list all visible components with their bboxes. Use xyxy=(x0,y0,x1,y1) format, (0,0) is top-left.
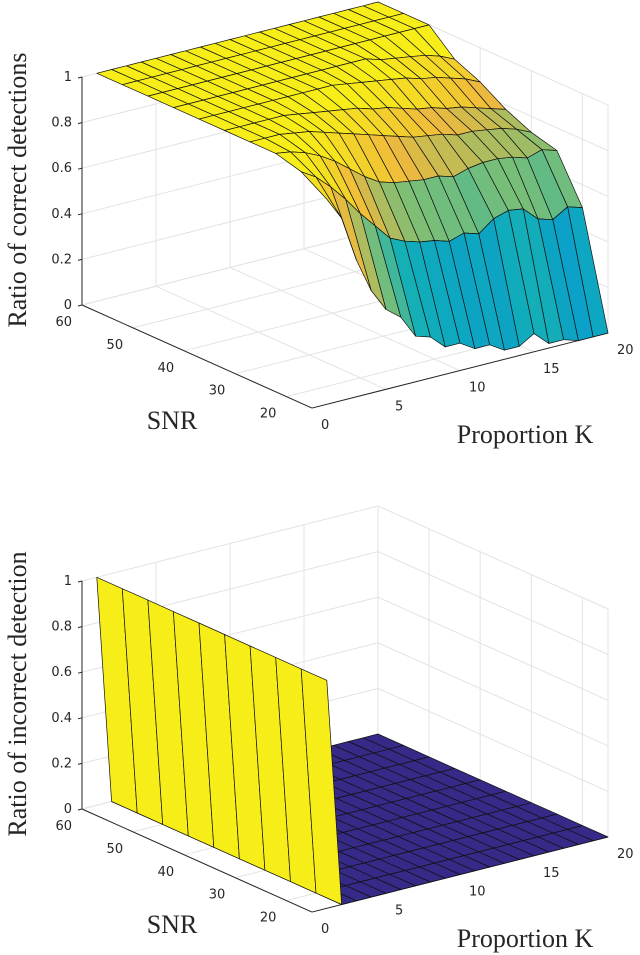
x-tick-label: 10 xyxy=(469,381,486,396)
y-tick-label: 40 xyxy=(158,865,175,880)
z-tick xyxy=(77,167,83,170)
x-tick-label: 5 xyxy=(395,399,403,414)
z-tick-label: 0.2 xyxy=(51,756,72,771)
y-tick-label: 40 xyxy=(158,361,175,376)
surface-plot-2: 0 0.2 0.4 0.6 0.8 1 20 30 40 50 60 0 5 10 15 20 Ratio of… xyxy=(3,505,634,953)
z-tick-label: 0.4 xyxy=(51,711,72,726)
y-tick-label: 60 xyxy=(55,315,72,330)
x-tick-label: 20 xyxy=(617,343,634,358)
x-tick-label: 20 xyxy=(617,847,634,862)
z-tick xyxy=(77,717,83,720)
z-tick-label: 1 xyxy=(64,70,72,85)
y-tick-label: 20 xyxy=(260,407,277,422)
z-tick-label: 0.8 xyxy=(51,620,72,635)
z-tick-label: 0.6 xyxy=(51,665,72,680)
y-axis-line xyxy=(81,808,313,913)
y-tick-label: 50 xyxy=(107,338,124,353)
z-tick-label: 0 xyxy=(64,802,72,817)
y-axis-label: SNR xyxy=(147,406,198,435)
z-axis-label: Ratio of incorrect detection xyxy=(3,551,32,836)
z-tick-label: 0.4 xyxy=(51,207,72,222)
z-tick xyxy=(77,122,83,125)
x-tick-label: 0 xyxy=(321,418,329,433)
y-tick-label: 30 xyxy=(209,888,226,903)
z-tick-label: 0.2 xyxy=(51,252,72,267)
surface-face xyxy=(300,171,342,219)
y-tick-label: 60 xyxy=(55,819,72,834)
x-tick-label: 10 xyxy=(469,885,486,900)
x-axis-line xyxy=(311,332,609,409)
y-tick-label: 30 xyxy=(209,384,226,399)
z-tick-label: 1 xyxy=(64,574,72,589)
z-axis-label: Ratio of correct detections xyxy=(3,52,32,327)
z-tick-label: 0.6 xyxy=(51,161,72,176)
y-axis-line xyxy=(81,304,313,409)
x-axis-label: Proportion K xyxy=(457,420,594,449)
z-tick xyxy=(77,626,83,629)
z-tick xyxy=(77,580,83,583)
z-tick xyxy=(77,258,83,261)
surface xyxy=(96,1,609,351)
z-tick xyxy=(77,304,83,307)
z-tick xyxy=(77,76,83,79)
surface xyxy=(96,576,609,905)
x-tick-label: 5 xyxy=(395,903,403,918)
x-tick-label: 15 xyxy=(543,866,560,881)
z-tick xyxy=(77,762,83,765)
z-tick xyxy=(77,213,83,216)
x-tick-label: 0 xyxy=(321,922,329,937)
y-tick-label: 20 xyxy=(260,911,277,926)
z-tick xyxy=(77,808,83,811)
z-tick xyxy=(77,671,83,674)
x-axis-label: Proportion K xyxy=(457,924,594,953)
z-tick-label: 0.8 xyxy=(51,116,72,131)
y-tick-label: 50 xyxy=(107,842,124,857)
surface-plot-1: 0 0.2 0.4 0.6 0.8 1 20 30 40 50 60 0 5 10 15 20 Ratio of… xyxy=(3,1,634,449)
z-gridline xyxy=(81,505,609,610)
z-tick-label: 0 xyxy=(64,298,72,313)
x-tick-label: 15 xyxy=(543,362,560,377)
y-axis-label: SNR xyxy=(147,910,198,939)
surface-face xyxy=(300,668,342,905)
